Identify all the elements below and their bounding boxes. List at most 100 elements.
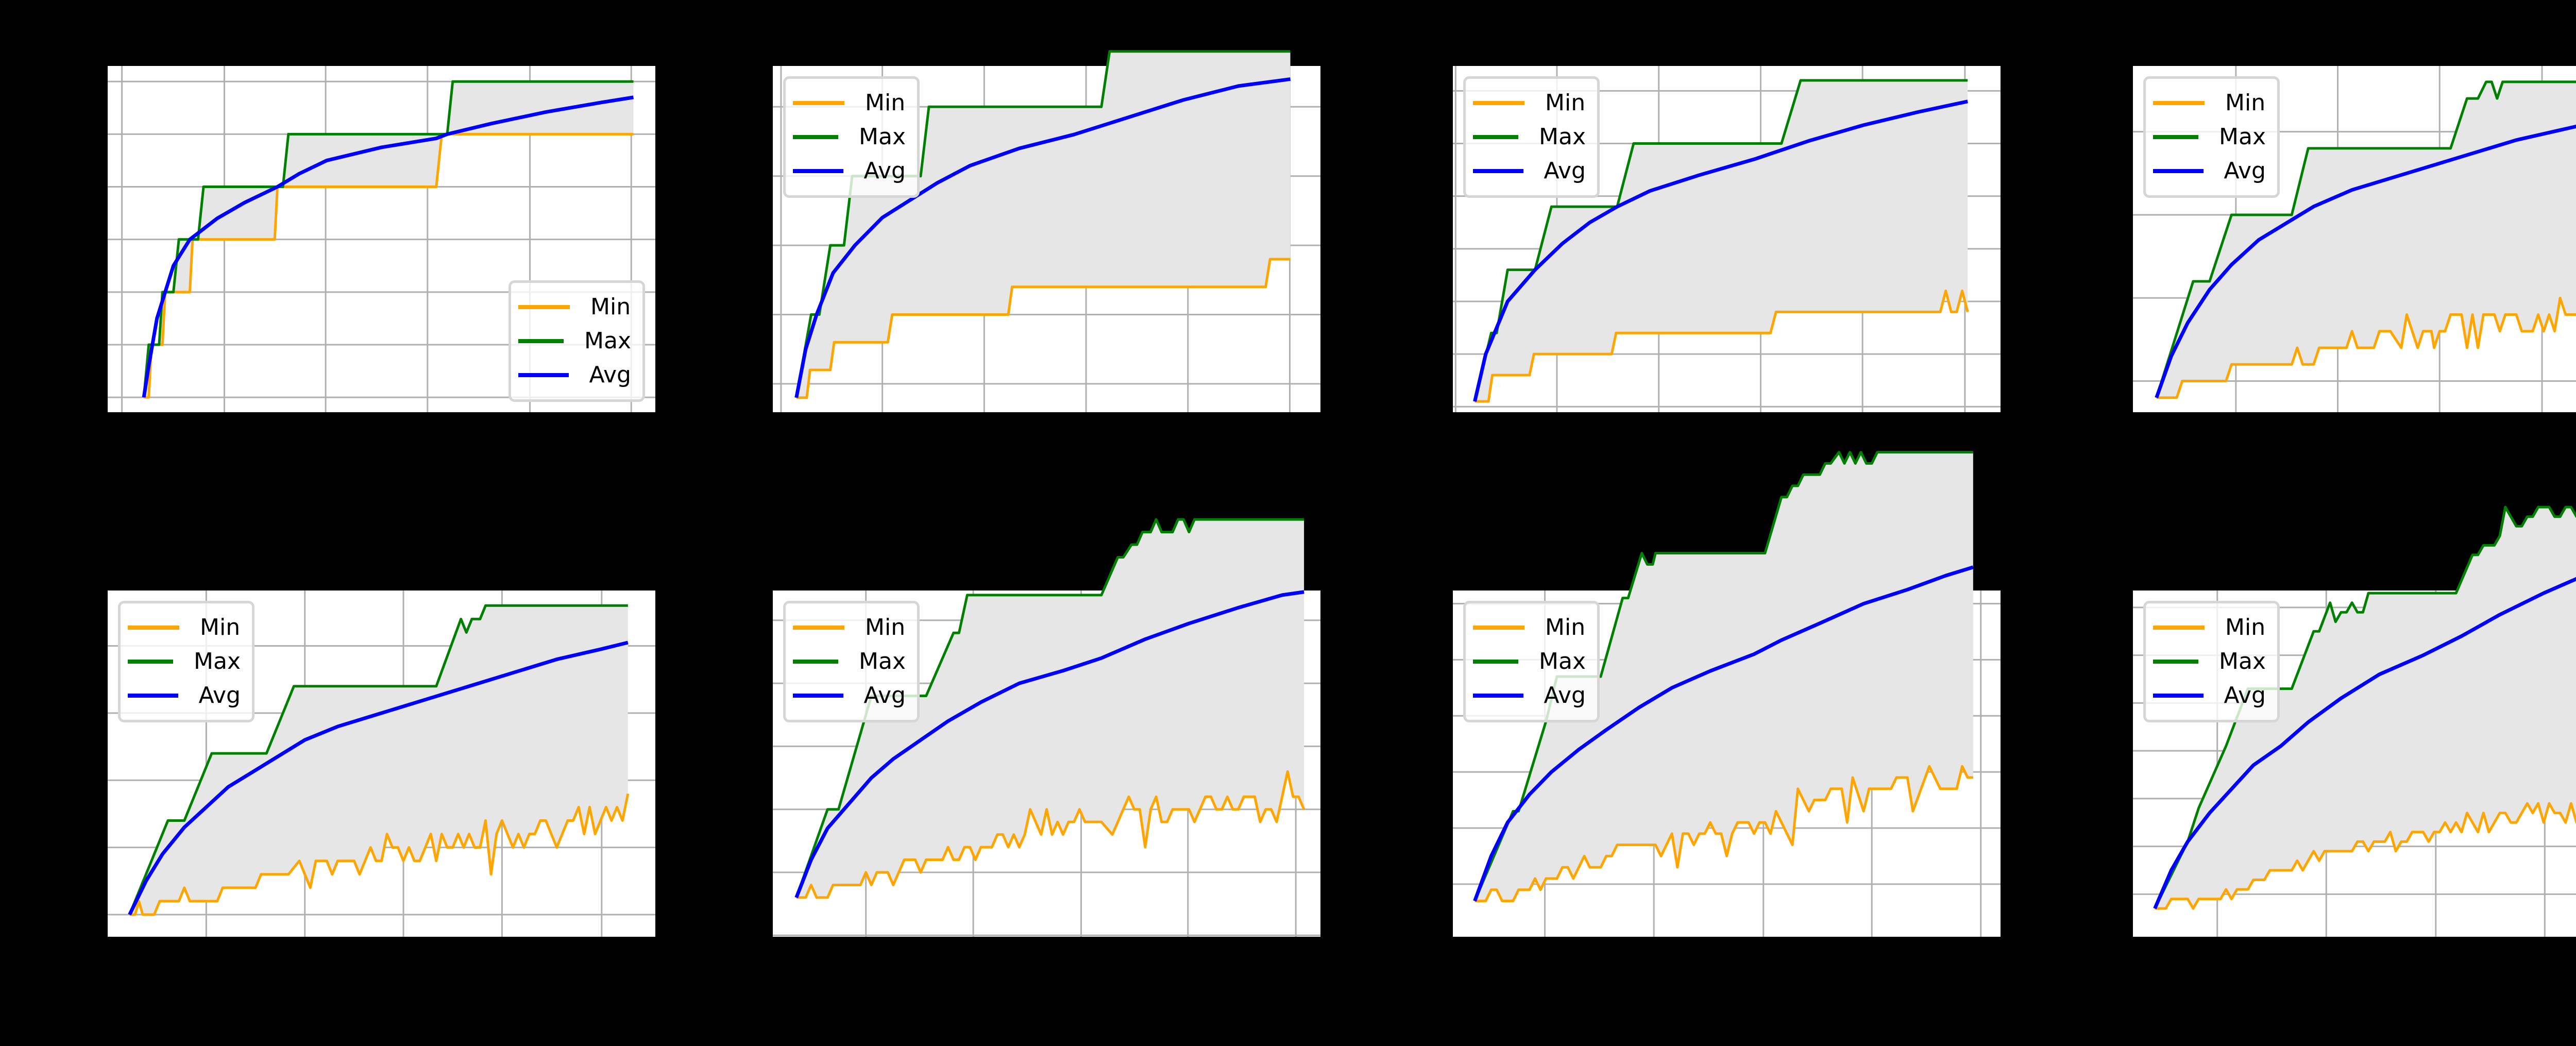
legend-item-avg: Avg: [1473, 154, 1586, 188]
legend: Min Max Avg: [1463, 76, 1600, 198]
subplot-1: Min Max Avg: [108, 66, 655, 412]
legend-label-min: Min: [2225, 614, 2266, 640]
legend-item-min: Min: [793, 86, 906, 120]
subplot-3: Min Max Avg: [1453, 66, 2001, 412]
min-max-band: [2155, 507, 2576, 909]
subplot-7: Min Max Avg: [1453, 451, 2001, 937]
legend-label-avg: Avg: [2224, 158, 2266, 184]
legend-item-avg: Avg: [518, 358, 631, 392]
avg-line: [794, 77, 1291, 398]
min-line: [2156, 296, 2576, 399]
max-line: [128, 604, 628, 915]
min-line-swatch-icon: [1473, 101, 1524, 105]
subplot-4: Min Max Avg: [2133, 66, 2576, 412]
legend: Min Max Avg: [783, 601, 920, 722]
max-line-swatch-icon: [1473, 660, 1519, 664]
legend-item-min: Min: [518, 290, 631, 324]
subplot-8: Min Max Avg: [2133, 505, 2576, 937]
legend-item-avg: Avg: [2153, 679, 2266, 713]
legend: Min Max Avg: [2143, 601, 2280, 722]
max-line-swatch-icon: [2153, 135, 2199, 139]
max-line-swatch-icon: [518, 339, 564, 343]
avg-line-swatch-icon: [1473, 694, 1523, 698]
min-line: [2155, 802, 2576, 910]
legend-label-min: Min: [2225, 90, 2266, 116]
max-line-swatch-icon: [793, 135, 839, 139]
legend-item-min: Min: [2153, 86, 2266, 120]
legend: Min Max Avg: [783, 76, 920, 198]
legend-item-avg: Avg: [128, 679, 241, 713]
subplot-6: Min Max Avg: [773, 518, 1320, 937]
legend-label-max: Max: [1539, 648, 1586, 674]
avg-line-swatch-icon: [793, 169, 843, 173]
max-line-swatch-icon: [128, 660, 174, 664]
subplot-2: Min Max Avg: [773, 50, 1320, 412]
min-max-band: [796, 519, 1304, 898]
avg-line: [1473, 99, 1968, 402]
legend-item-avg: Avg: [1473, 679, 1586, 713]
legend-label-avg: Avg: [1544, 682, 1586, 708]
legend-item-max: Max: [793, 120, 906, 154]
min-line-swatch-icon: [2153, 626, 2205, 630]
legend-item-min: Min: [1473, 86, 1586, 120]
min-max-band: [1475, 80, 1968, 402]
legend-item-min: Min: [2153, 611, 2266, 645]
legend-label-min: Min: [590, 294, 631, 320]
max-line-swatch-icon: [2153, 660, 2199, 664]
legend-label-max: Max: [1539, 124, 1586, 150]
legend-item-max: Max: [2153, 120, 2266, 154]
avg-line: [142, 95, 634, 398]
avg-line-swatch-icon: [128, 694, 178, 698]
avg-line-swatch-icon: [518, 373, 569, 377]
min-max-band: [796, 51, 1291, 398]
legend-label-min: Min: [1545, 614, 1586, 640]
plot-area: [1453, 66, 2001, 412]
legend-item-avg: Avg: [793, 679, 906, 713]
legend-item-min: Min: [1473, 611, 1586, 645]
legend-item-avg: Avg: [793, 154, 906, 188]
legend-label-max: Max: [859, 648, 906, 674]
min-line: [796, 770, 1306, 899]
subplot-5: Min Max Avg: [108, 591, 655, 937]
legend-item-max: Max: [2153, 645, 2266, 679]
legend: Min Max Avg: [118, 601, 255, 722]
avg-line: [794, 590, 1304, 899]
min-line-swatch-icon: [1473, 626, 1524, 630]
avg-line: [1473, 565, 1974, 902]
max-line-swatch-icon: [793, 660, 839, 664]
legend-item-min: Min: [793, 611, 906, 645]
legend-label-avg: Avg: [863, 158, 906, 184]
legend-label-max: Max: [194, 648, 241, 674]
plot-area: [773, 50, 1320, 412]
plot-area: [2133, 505, 2576, 937]
legend-item-min: Min: [128, 611, 241, 645]
legend: Min Max Avg: [2143, 76, 2280, 198]
avg-line: [128, 640, 629, 916]
legend-item-max: Max: [518, 324, 631, 358]
legend-label-max: Max: [859, 124, 906, 150]
plot-area: [773, 518, 1320, 937]
plot-area: [108, 66, 655, 412]
avg-line-swatch-icon: [2153, 694, 2204, 698]
min-line: [1475, 765, 1973, 903]
min-max-band: [1475, 452, 1973, 901]
legend-label-max: Max: [584, 328, 631, 354]
avg-line: [2155, 124, 2576, 398]
min-line: [796, 258, 1291, 399]
legend-item-max: Max: [1473, 645, 1586, 679]
legend-item-max: Max: [1473, 120, 1586, 154]
avg-line-swatch-icon: [2153, 169, 2204, 173]
legend-label-avg: Avg: [2224, 682, 2266, 708]
min-line-swatch-icon: [128, 626, 179, 630]
legend-label-min: Min: [865, 614, 906, 640]
legend: Min Max Avg: [509, 280, 645, 402]
max-line-swatch-icon: [1473, 135, 1519, 139]
legend-label-min: Min: [865, 90, 906, 116]
min-line-swatch-icon: [793, 101, 844, 105]
min-line-swatch-icon: [518, 305, 570, 309]
legend-label-avg: Avg: [863, 682, 906, 708]
legend-item-max: Max: [793, 645, 906, 679]
avg-line-swatch-icon: [1473, 169, 1523, 173]
legend-item-max: Max: [128, 645, 241, 679]
legend-label-min: Min: [1545, 90, 1586, 116]
